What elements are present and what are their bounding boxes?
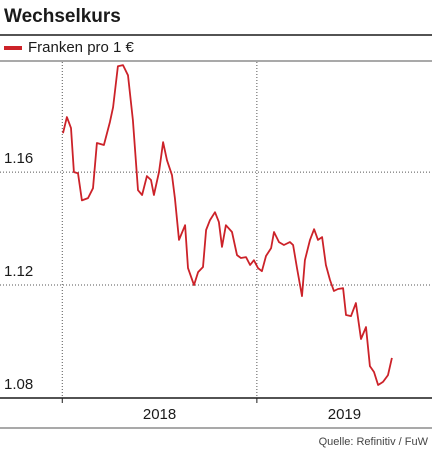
x-tick-label: 2019 (328, 406, 361, 423)
y-tick-label: 1.12 (4, 263, 33, 280)
y-tick-label: 1.08 (4, 376, 33, 393)
legend-label: Franken pro 1 € (28, 39, 135, 56)
x-tick-label: 2018 (143, 406, 176, 423)
line (62, 64, 393, 386)
y-tick-label: 1.16 (4, 150, 33, 167)
source: Quelle: Refinitiv / FuW (319, 436, 429, 448)
chart-title: Wechselkurs (4, 6, 121, 27)
